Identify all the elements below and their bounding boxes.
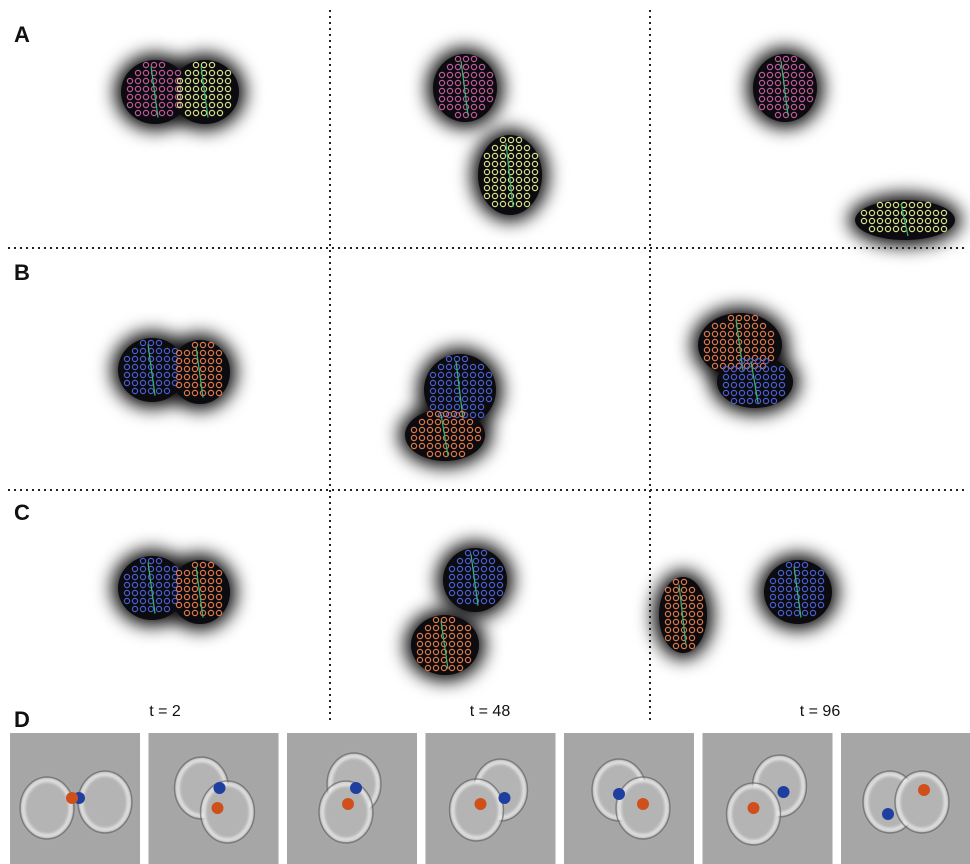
micrograph bbox=[703, 733, 833, 864]
cell-marker bbox=[882, 808, 894, 820]
micrograph bbox=[841, 733, 970, 864]
cell-marker bbox=[214, 782, 226, 794]
micrograph bbox=[287, 733, 417, 864]
figure: A B C D t = 2 t = 48 t = 96 bbox=[0, 0, 970, 864]
cell-marker bbox=[342, 798, 354, 810]
cell-marker bbox=[350, 782, 362, 794]
cell-marker bbox=[918, 784, 930, 796]
micrograph bbox=[564, 733, 694, 864]
cell-marker bbox=[778, 786, 790, 798]
cell-outline bbox=[81, 774, 129, 830]
cell-outline bbox=[204, 784, 252, 840]
cell-marker bbox=[499, 792, 511, 804]
panel-label: D bbox=[14, 707, 30, 732]
micrograph bbox=[149, 733, 279, 864]
panel-label: B bbox=[14, 260, 30, 285]
cell-outline bbox=[453, 782, 501, 838]
micrograph bbox=[426, 733, 556, 864]
cell-marker bbox=[748, 802, 760, 814]
panel-label: C bbox=[14, 500, 30, 525]
cell-marker bbox=[66, 792, 78, 804]
micrographs bbox=[10, 733, 970, 864]
cell-marker bbox=[212, 802, 224, 814]
cell-outline bbox=[898, 774, 946, 830]
panel-label: A bbox=[14, 22, 30, 47]
cell-marker bbox=[475, 798, 487, 810]
micrograph bbox=[10, 733, 140, 864]
time-label: t = 2 bbox=[149, 703, 181, 720]
time-label: t = 96 bbox=[800, 703, 841, 720]
simulation-panels bbox=[112, 48, 961, 681]
cell-outline bbox=[23, 780, 71, 836]
time-label: t = 48 bbox=[470, 703, 511, 720]
cell-marker bbox=[613, 788, 625, 800]
cell-marker bbox=[637, 798, 649, 810]
cell-outline bbox=[322, 784, 370, 840]
